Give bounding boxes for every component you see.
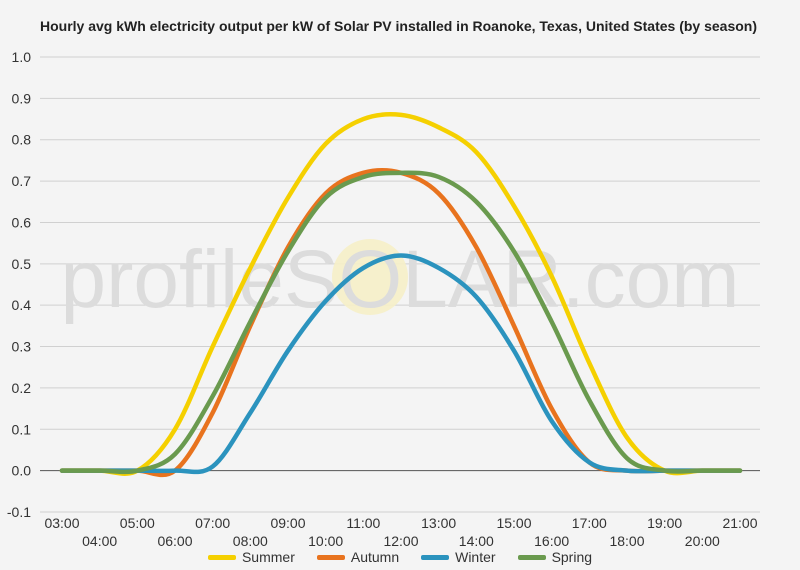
x-tick-label: 14:00 [459,533,494,549]
series-line-summer [59,112,743,476]
x-tick-label: 15:00 [496,515,531,531]
watermark: profileSOLAR.com [60,234,739,325]
legend-label: Winter [455,549,496,565]
y-tick-label: 0.4 [12,297,32,313]
y-tick-label: 1.0 [12,49,32,65]
y-tick-label: -0.1 [7,504,31,520]
x-tick-label: 12:00 [383,533,418,549]
legend: Summer Autumn Winter Spring [0,549,800,565]
x-tick-label: 09:00 [270,515,305,531]
x-tick-label: 07:00 [195,515,230,531]
y-tick-label: 0.0 [12,463,32,479]
x-tick-label: 08:00 [233,533,268,549]
y-tick-label: 0.5 [12,256,32,272]
watermark-text: profileSOLAR.com [60,234,739,325]
y-tick-label: 0.8 [12,132,32,148]
y-tick-label: 0.9 [12,90,32,106]
legend-item-autumn: Autumn [316,549,400,565]
x-tick-label: 03:00 [44,515,79,531]
series-line-spring [59,170,743,475]
x-tick-label: 10:00 [308,533,343,549]
y-axis-tick-labels: 1.0 0.9 0.8 0.7 0.6 0.5 0.4 0.3 0.2 0.1 0.0 -0.1 [7,49,31,520]
y-tick-label: 0.6 [12,214,32,230]
legend-item-winter: Winter [421,549,496,565]
y-tick-label: 0.3 [12,339,32,355]
y-tick-label: 0.7 [12,173,32,189]
x-tick-label: 18:00 [609,533,644,549]
legend-swatch [316,554,345,560]
chart-title: Hourly avg kWh electricity output per kW… [40,18,758,34]
x-tick-label: 16:00 [534,533,569,549]
x-axis-tick-labels: 03:0004:0005:0006:0007:0008:0009:0010:00… [44,515,757,549]
x-tick-label: 19:00 [647,515,682,531]
y-tick-label: 0.1 [12,421,32,437]
x-tick-label: 13:00 [421,515,456,531]
legend-label: Autumn [350,549,400,565]
x-tick-label: 05:00 [120,515,155,531]
x-tick-label: 17:00 [572,515,607,531]
x-tick-label: 04:00 [82,533,117,549]
x-tick-label: 06:00 [157,533,192,549]
y-tick-label: 0.2 [12,380,32,396]
legend-swatch [207,554,236,560]
x-tick-label: 11:00 [346,515,380,531]
legend-item-spring: Spring [517,549,593,565]
x-tick-label: 20:00 [685,533,720,549]
series-lines [59,112,743,478]
series-line-winter [59,253,743,475]
legend-label: Summer [241,549,295,565]
x-tick-label: 21:00 [722,515,757,531]
legend-swatch [517,554,546,560]
legend-label: Spring [551,549,593,565]
legend-item-summer: Summer [207,549,295,565]
legend-swatch [421,554,450,560]
